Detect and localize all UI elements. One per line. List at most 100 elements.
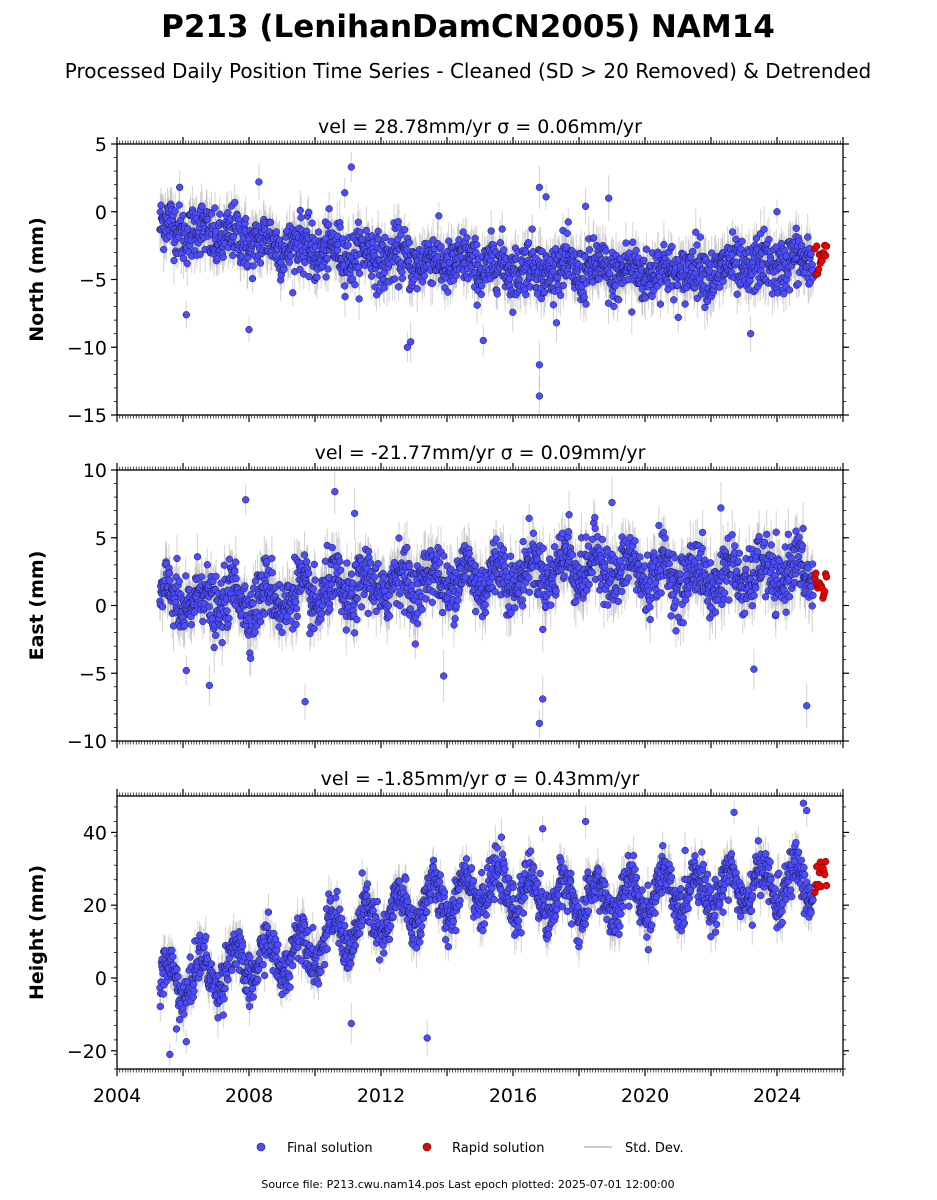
final-solution-point [549, 301, 558, 309]
final-solution-point [794, 280, 802, 288]
final-solution-point [242, 214, 250, 223]
final-solution-point [522, 290, 530, 299]
rapid-solution-point [821, 251, 830, 260]
final-solution-point [792, 224, 800, 232]
final-solution-point [362, 226, 370, 235]
final-solution-point [563, 229, 571, 237]
final-solution-point [249, 262, 257, 270]
final-solution-point [420, 272, 429, 280]
panels-group: 5 0 −5 −10 −15 vel = 28.78mm/yr σ = 0.06mm/yr… [26, 116, 849, 1107]
final-solution-point [641, 294, 649, 302]
final-solution-point [538, 247, 546, 255]
y-tick-label: −15 [67, 405, 107, 427]
final-solution-point [580, 293, 588, 301]
final-solution-point [464, 275, 472, 283]
final-solution-point [622, 239, 630, 247]
final-solution-point [701, 303, 709, 312]
final-solution-point [765, 235, 773, 244]
final-solution-point [394, 283, 403, 291]
final-solution-point [780, 290, 788, 298]
final-solution-point [785, 286, 794, 294]
final-solution-point [381, 233, 389, 242]
final-solution-point [444, 288, 452, 296]
final-solution-point [296, 206, 304, 215]
final-solution-point [401, 226, 409, 234]
final-solution-point [297, 214, 305, 222]
final-solution-point [407, 338, 415, 346]
final-solution-point [182, 311, 190, 319]
final-solution-point [564, 218, 572, 226]
final-solution-point [351, 281, 359, 289]
final-solution-point [171, 207, 179, 215]
final-solution-point [179, 211, 187, 220]
final-solution-point [629, 238, 637, 246]
final-solution-point [471, 234, 479, 242]
final-solution-point [286, 252, 295, 260]
final-solution-point [559, 281, 567, 290]
final-solution-point [341, 292, 349, 301]
figure-subtitle: Processed Daily Position Time Series - C… [65, 59, 871, 83]
final-solution-point [760, 225, 768, 233]
y-tick-label: −5 [79, 270, 107, 292]
final-solution-point [354, 218, 363, 226]
final-solution-point [176, 183, 184, 192]
final-solution-point [314, 228, 323, 236]
final-solution-point [582, 300, 590, 308]
final-solution-point [413, 285, 421, 293]
final-solution-point [515, 275, 523, 284]
final-solution-point [728, 228, 737, 236]
final-solution-point [219, 253, 227, 261]
final-solution-point [477, 290, 485, 298]
final-solution-point [463, 234, 471, 242]
final-solution-point [773, 208, 781, 216]
final-solution-point [435, 212, 443, 220]
rapid-solution-point [813, 242, 821, 250]
final-solution-point [170, 256, 178, 265]
final-solution-point [493, 290, 501, 298]
final-solution-point [397, 231, 405, 239]
final-solution-point [605, 269, 614, 277]
final-solution-point [391, 275, 399, 283]
final-solution-point [160, 245, 168, 254]
figure-title: P213 (LenihanDamCN2005) NAM14 [161, 9, 775, 45]
final-solution-point [428, 279, 437, 288]
final-solution-point [528, 225, 536, 233]
final-solution-point [628, 308, 636, 316]
final-solution-point [521, 247, 530, 255]
final-solution-point [611, 282, 619, 290]
final-solution-point [272, 228, 281, 236]
final-solution-point [605, 194, 613, 202]
final-solution-point [478, 281, 486, 290]
final-solution-point [535, 361, 544, 369]
final-solution-point [322, 273, 330, 281]
final-solution-point [496, 239, 504, 247]
final-solution-point [693, 294, 701, 302]
final-solution-point [255, 178, 263, 186]
final-solution-point [289, 289, 297, 297]
final-solution-point [394, 218, 402, 226]
final-solution-point [557, 291, 565, 299]
final-solution-point [535, 183, 544, 192]
final-solution-point [552, 319, 561, 327]
final-solution-point [267, 218, 275, 227]
final-solution-point [585, 246, 594, 254]
final-solution-point [224, 209, 232, 217]
final-solution-point [498, 225, 506, 233]
final-solution-point [479, 336, 487, 345]
final-solution-point [733, 290, 741, 298]
final-solution-point [368, 272, 376, 280]
final-solution-point [500, 246, 508, 254]
final-solution-point [656, 300, 665, 308]
final-solution-point [473, 301, 481, 309]
final-solution-point [324, 265, 332, 273]
final-solution-point [305, 208, 313, 216]
final-solution-point [648, 292, 656, 301]
final-solution-point [509, 308, 517, 316]
final-solution-point [681, 300, 689, 308]
final-solution-point [604, 299, 613, 307]
final-solution-point [615, 296, 623, 304]
final-solution-point [175, 201, 183, 209]
final-solution-point [689, 247, 697, 256]
